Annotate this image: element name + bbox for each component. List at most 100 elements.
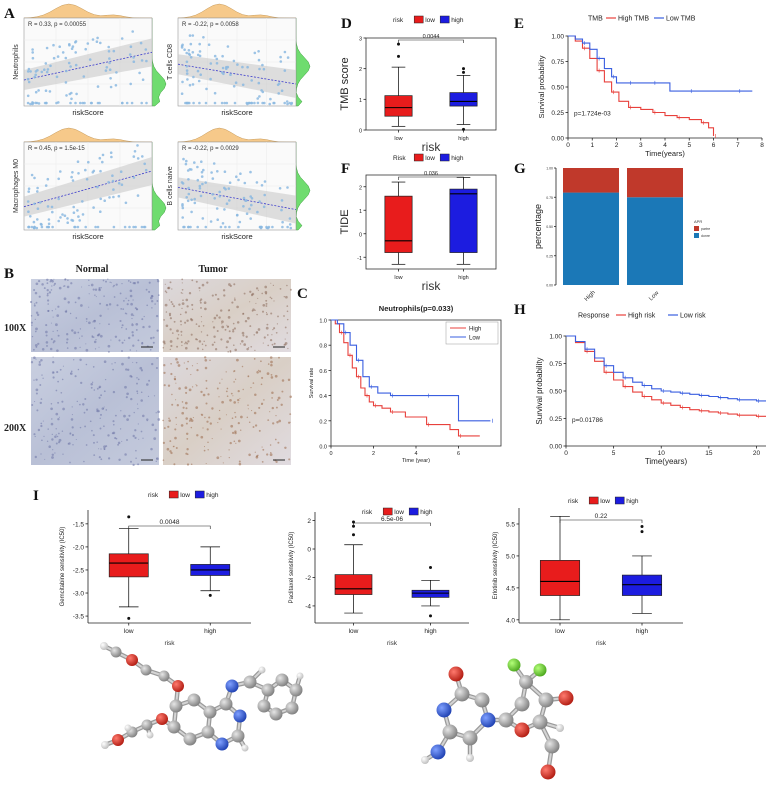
atom-C xyxy=(231,729,245,743)
ihc-cell xyxy=(57,380,59,383)
scatter-point xyxy=(283,101,287,105)
ihc-cell xyxy=(253,358,256,360)
ihc-cell xyxy=(246,347,249,351)
y-tick-label: -4 xyxy=(305,603,311,610)
ihc-cell xyxy=(117,443,120,446)
ihc-cell xyxy=(242,334,245,337)
ihc-cell xyxy=(92,336,95,338)
ihc-cell xyxy=(149,348,152,351)
scatter-point xyxy=(112,188,115,191)
scatter-point xyxy=(187,192,191,196)
bar-donre-high xyxy=(563,192,619,285)
scatter-point xyxy=(263,101,266,105)
scatter-point xyxy=(26,77,30,81)
outlier xyxy=(352,533,355,537)
atom-H xyxy=(100,642,108,650)
atom-H xyxy=(296,672,304,680)
legend-title: risk xyxy=(393,17,404,24)
ihc-cell xyxy=(105,280,107,283)
ihc-cell xyxy=(81,286,83,288)
scatter-point xyxy=(286,225,289,229)
scatter-point xyxy=(64,81,68,84)
scatter-point xyxy=(96,101,100,105)
ihc-cell xyxy=(136,403,139,405)
ihc-cell xyxy=(90,283,94,287)
scatter-point xyxy=(286,102,289,106)
outlier xyxy=(640,525,644,529)
atom-N xyxy=(233,709,247,723)
scatter-point xyxy=(200,175,204,178)
scatter-point xyxy=(67,61,71,65)
y-tick-label: 0.00 xyxy=(546,284,553,288)
ihc-cell xyxy=(150,337,153,340)
ihc-cell xyxy=(35,346,38,348)
scatter-point xyxy=(227,187,231,190)
ihc-cell xyxy=(203,446,206,448)
scatter-point xyxy=(78,219,81,222)
scatter-xlabel-3: riskScore xyxy=(221,232,252,241)
atom-C xyxy=(158,670,170,682)
ihc-cell xyxy=(170,372,173,376)
scatter-point xyxy=(250,101,254,105)
scatter-point xyxy=(36,190,39,193)
scatter-point xyxy=(232,85,236,88)
ihc-cell xyxy=(163,364,166,367)
ihc-cell xyxy=(155,366,158,370)
ihc-cell xyxy=(186,437,189,440)
y-axis-label: Erlotinib sensitivity (IC50) xyxy=(493,532,499,600)
scatter-point xyxy=(27,225,31,229)
ihc-cell xyxy=(166,447,170,451)
ihc-cell xyxy=(237,402,239,404)
ihc-cell xyxy=(31,403,34,407)
ihc-cell xyxy=(225,414,227,416)
ihc-cell xyxy=(260,383,263,386)
scatter-point xyxy=(279,55,282,59)
legend-label: low xyxy=(425,155,435,162)
scatter-point xyxy=(63,214,67,217)
scatter-point xyxy=(109,77,112,80)
scatter-point xyxy=(256,97,260,100)
ihc-cell xyxy=(190,333,193,336)
scatter-point xyxy=(132,60,136,63)
ihc-cell xyxy=(270,282,272,284)
legend-swatch xyxy=(588,496,599,505)
x-tick-label: high xyxy=(636,628,649,635)
scatter-point xyxy=(81,200,84,203)
ihc-cell xyxy=(270,297,273,300)
ihc-cell xyxy=(70,418,74,421)
y-tick-label: 3 xyxy=(359,37,362,43)
scatter-point xyxy=(109,85,113,89)
ihc-cell xyxy=(200,435,204,439)
ihc-cell xyxy=(237,421,240,425)
y-tick-label: 0.00 xyxy=(551,136,564,143)
ihc-cell xyxy=(209,422,212,425)
ihc-cell xyxy=(264,285,268,289)
ihc-cell xyxy=(271,334,273,336)
ihc-cell xyxy=(165,311,168,313)
ihc-cell xyxy=(262,448,265,451)
atom-C xyxy=(110,646,122,658)
scatter-point xyxy=(33,75,36,79)
y-tick-label: 1 xyxy=(359,209,362,215)
ihc-cell xyxy=(228,309,231,311)
x-tick-label: high xyxy=(424,628,437,635)
ihc-cell xyxy=(76,400,78,403)
ihc-cell xyxy=(85,317,88,320)
ihc-cell xyxy=(60,391,63,394)
scatter-point xyxy=(86,42,90,45)
scatter-point xyxy=(265,226,269,230)
ihc-cell xyxy=(50,289,53,291)
ihc-cell xyxy=(70,282,73,285)
scatter-point xyxy=(64,56,68,60)
scatter-point xyxy=(239,172,242,175)
scatter-point xyxy=(107,45,110,49)
ihc-cell xyxy=(267,344,270,347)
y-tick-label: 0.75 xyxy=(546,196,553,200)
ihc-cell xyxy=(98,456,101,459)
ihc-cell xyxy=(285,295,288,299)
ihc-cell xyxy=(140,430,143,433)
scatter-point xyxy=(189,225,192,229)
scatter-point xyxy=(185,101,189,105)
ihc-cell xyxy=(151,423,155,427)
ihc-cell xyxy=(90,386,93,389)
